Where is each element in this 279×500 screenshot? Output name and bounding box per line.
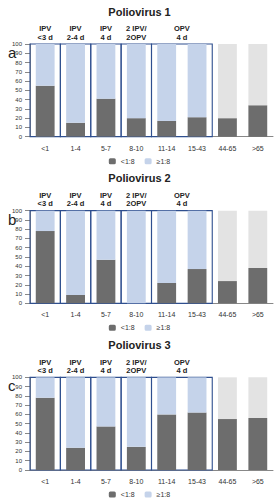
svg-text:1-4: 1-4 — [71, 145, 81, 152]
svg-text:IPV: IPV — [69, 190, 82, 200]
svg-text:40: 40 — [15, 263, 22, 269]
svg-text:2OPV: 2OPV — [126, 199, 146, 208]
svg-text:1-4: 1-4 — [71, 311, 81, 318]
svg-text:15-43: 15-43 — [188, 478, 206, 485]
svg-text:40: 40 — [15, 430, 22, 436]
svg-text:11-14: 11-14 — [158, 478, 175, 485]
svg-text:50: 50 — [15, 254, 22, 260]
svg-text:100: 100 — [12, 374, 22, 381]
svg-text:≥1:8: ≥1:8 — [157, 324, 171, 331]
svg-text:<1:8: <1:8 — [121, 324, 135, 331]
svg-text:<1: <1 — [41, 478, 49, 485]
svg-text:44-65: 44-65 — [218, 311, 236, 318]
svg-text:OPV: OPV — [174, 357, 190, 367]
svg-text:30: 30 — [15, 106, 22, 112]
svg-text:20: 20 — [15, 282, 22, 288]
svg-text:IPV: IPV — [69, 24, 82, 34]
svg-text:2 IPV/: 2 IPV/ — [126, 357, 147, 367]
svg-text:2-4 d: 2-4 d — [67, 33, 85, 42]
svg-text:≥1:8: ≥1:8 — [157, 491, 171, 498]
svg-text:Poliovirus 2: Poliovirus 2 — [108, 172, 170, 184]
svg-text:<1:8: <1:8 — [121, 491, 135, 498]
svg-text:11-14: 11-14 — [158, 145, 175, 152]
svg-text:50: 50 — [15, 87, 22, 93]
svg-text:<3 d: <3 d — [38, 366, 54, 375]
svg-text:20: 20 — [15, 115, 22, 121]
svg-text:2 IPV/: 2 IPV/ — [126, 24, 147, 34]
svg-text:100: 100 — [12, 207, 22, 214]
svg-text:10: 10 — [15, 458, 22, 464]
svg-text:60: 60 — [15, 411, 22, 417]
svg-text:IPV: IPV — [99, 24, 112, 34]
svg-text:10: 10 — [15, 291, 22, 297]
svg-text:11-14: 11-14 — [158, 311, 175, 318]
svg-text:30: 30 — [15, 273, 22, 279]
svg-text:8-10: 8-10 — [129, 311, 143, 318]
svg-text:<1:8: <1:8 — [121, 158, 135, 165]
svg-text:IPV: IPV — [39, 24, 52, 34]
svg-text:c: c — [8, 377, 16, 394]
svg-text:60: 60 — [15, 245, 22, 251]
svg-text:Poliovirus 1: Poliovirus 1 — [108, 6, 170, 18]
svg-text:OPV: OPV — [174, 190, 190, 200]
svg-text:8-10: 8-10 — [129, 478, 143, 485]
svg-text:100: 100 — [12, 41, 22, 47]
svg-text:4 d: 4 d — [101, 366, 112, 375]
svg-text:OPV: OPV — [174, 24, 190, 34]
svg-text:70: 70 — [15, 69, 22, 75]
svg-text:20: 20 — [15, 448, 22, 454]
svg-text:4 d: 4 d — [101, 33, 112, 42]
svg-text:90: 90 — [15, 384, 22, 390]
svg-text:2OPV: 2OPV — [126, 33, 146, 42]
svg-text:5-7: 5-7 — [101, 478, 111, 485]
svg-text:<3 d: <3 d — [38, 33, 54, 42]
svg-text:5-7: 5-7 — [101, 311, 111, 318]
svg-text:44-65: 44-65 — [218, 478, 236, 485]
svg-text:40: 40 — [15, 97, 22, 103]
svg-text:15-43: 15-43 — [188, 311, 206, 318]
svg-text:80: 80 — [15, 226, 22, 232]
svg-text:>65: >65 — [252, 311, 264, 318]
svg-text:b: b — [8, 211, 16, 228]
svg-text:<1: <1 — [41, 145, 49, 152]
svg-text:8-10: 8-10 — [129, 145, 143, 152]
svg-text:2OPV: 2OPV — [126, 366, 146, 375]
svg-text:≥1:8: ≥1:8 — [157, 158, 171, 165]
svg-text:90: 90 — [15, 217, 22, 223]
svg-text:0: 0 — [19, 467, 23, 473]
svg-text:0: 0 — [19, 300, 23, 306]
svg-text:60: 60 — [15, 78, 22, 84]
svg-text:<1: <1 — [41, 311, 49, 318]
svg-text:4 d: 4 d — [176, 33, 187, 42]
svg-text:Poliovirus 3: Poliovirus 3 — [108, 339, 170, 351]
svg-text:a: a — [8, 44, 17, 61]
svg-text:5-7: 5-7 — [101, 145, 111, 152]
svg-text:80: 80 — [15, 60, 22, 66]
svg-text:IPV: IPV — [99, 190, 112, 200]
svg-text:IPV: IPV — [99, 357, 112, 367]
svg-text:44-65: 44-65 — [218, 145, 236, 152]
svg-text:70: 70 — [15, 402, 22, 408]
svg-text:4 d: 4 d — [176, 366, 187, 375]
svg-text:10: 10 — [15, 124, 22, 130]
svg-text:30: 30 — [15, 439, 22, 445]
svg-text:IPV: IPV — [39, 357, 52, 367]
svg-text:2-4 d: 2-4 d — [67, 199, 85, 208]
svg-text:2 IPV/: 2 IPV/ — [126, 190, 147, 200]
svg-text:90: 90 — [15, 50, 22, 56]
svg-text:4 d: 4 d — [101, 199, 112, 208]
svg-text:IPV: IPV — [39, 190, 52, 200]
svg-text:>65: >65 — [252, 478, 264, 485]
svg-text:4 d: 4 d — [176, 199, 187, 208]
svg-text:15-43: 15-43 — [188, 145, 206, 152]
svg-text:80: 80 — [15, 393, 22, 399]
svg-text:>65: >65 — [252, 145, 264, 152]
svg-text:70: 70 — [15, 235, 22, 241]
svg-text:<3 d: <3 d — [38, 199, 54, 208]
svg-text:2-4 d: 2-4 d — [67, 366, 85, 375]
svg-text:1-4: 1-4 — [71, 478, 81, 485]
svg-text:0: 0 — [19, 134, 23, 140]
svg-text:IPV: IPV — [69, 357, 82, 367]
svg-text:50: 50 — [15, 421, 22, 427]
